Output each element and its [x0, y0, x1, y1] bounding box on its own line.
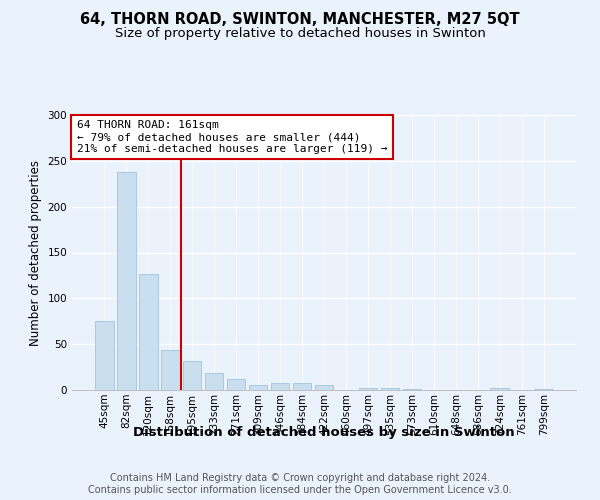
Bar	[183, 360, 202, 390]
Bar	[271, 382, 289, 390]
Bar	[95, 322, 113, 390]
Bar	[117, 172, 136, 390]
Bar	[227, 379, 245, 390]
Text: 64, THORN ROAD, SWINTON, MANCHESTER, M27 5QT: 64, THORN ROAD, SWINTON, MANCHESTER, M27…	[80, 12, 520, 28]
Bar	[161, 350, 179, 390]
Y-axis label: Number of detached properties: Number of detached properties	[29, 160, 42, 346]
Bar	[535, 389, 553, 390]
Bar	[490, 388, 509, 390]
Text: Distribution of detached houses by size in Swinton: Distribution of detached houses by size …	[133, 426, 515, 439]
Bar	[293, 382, 311, 390]
Bar	[359, 388, 377, 390]
Text: Contains HM Land Registry data © Crown copyright and database right 2024.
Contai: Contains HM Land Registry data © Crown c…	[88, 474, 512, 495]
Bar	[380, 388, 399, 390]
Bar	[403, 389, 421, 390]
Bar	[205, 372, 223, 390]
Bar	[249, 386, 268, 390]
Bar	[314, 386, 334, 390]
Bar	[139, 274, 158, 390]
Text: 64 THORN ROAD: 161sqm
← 79% of detached houses are smaller (444)
21% of semi-det: 64 THORN ROAD: 161sqm ← 79% of detached …	[77, 120, 388, 154]
Text: Size of property relative to detached houses in Swinton: Size of property relative to detached ho…	[115, 28, 485, 40]
